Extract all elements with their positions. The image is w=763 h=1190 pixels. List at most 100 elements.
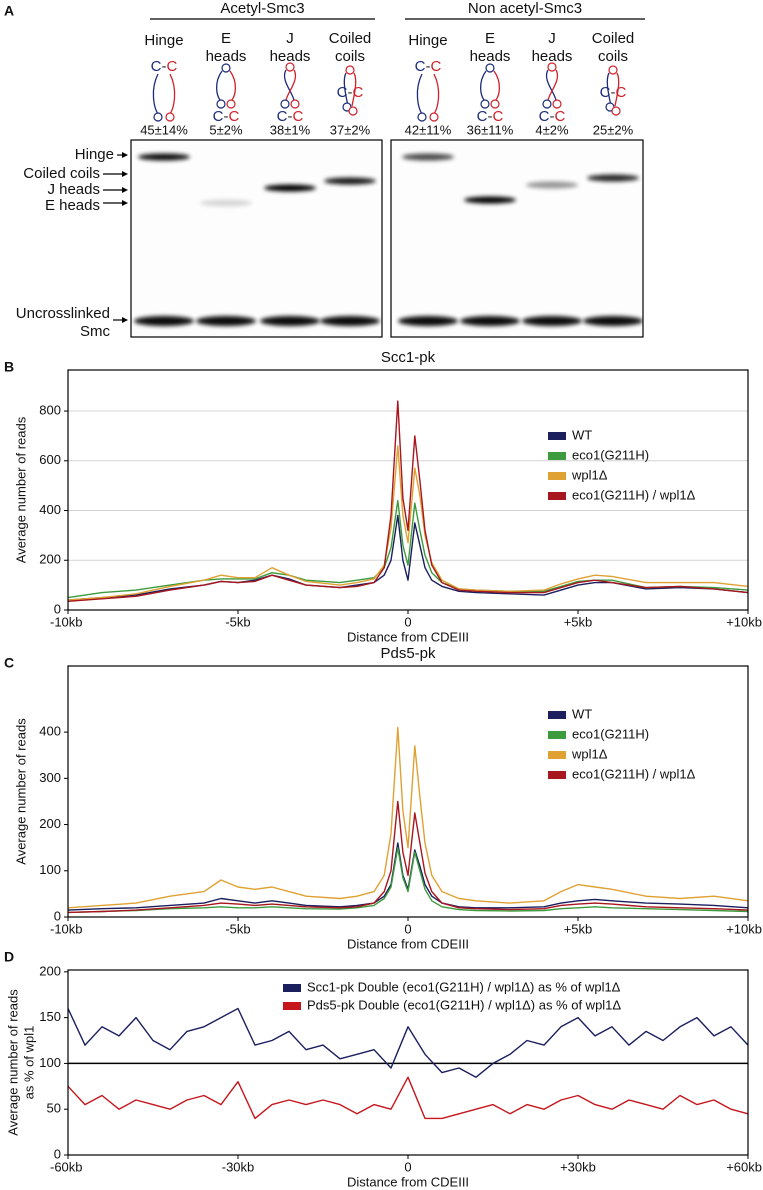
cartoon: C-C	[151, 58, 178, 122]
cartoon-head	[611, 106, 621, 116]
cartoon-head	[345, 65, 355, 75]
gel-band	[583, 316, 643, 326]
cartoon-arm	[169, 73, 176, 115]
lane-percent: 37±2%	[330, 122, 371, 137]
cartoon-letter: C	[229, 108, 240, 125]
panel-letter: B	[4, 359, 14, 375]
x-tick-label: +30kb	[560, 1159, 596, 1174]
band-arrowhead	[122, 171, 128, 177]
x-tick-label: -10kb	[50, 921, 83, 936]
lane-label: heads	[206, 48, 247, 65]
y-tick-label: 300	[39, 770, 61, 785]
series-line	[67, 445, 749, 601]
x-tick-label: +60kb	[726, 1159, 762, 1174]
x-tick-label: 0	[404, 614, 411, 629]
lane-label: heads	[532, 48, 573, 65]
x-tick-label: -10kb	[50, 614, 83, 629]
legend-label: WT	[572, 706, 592, 721]
cartoon-head	[221, 63, 231, 73]
gel-band	[464, 196, 516, 204]
cartoon-head	[552, 99, 562, 109]
cartoon-arm	[152, 73, 159, 115]
legend-swatch	[548, 731, 566, 739]
cartoon-letter: -	[162, 58, 167, 75]
cartoon-head	[485, 63, 495, 73]
cartoon-head	[490, 99, 500, 109]
cartoon: C-C	[539, 62, 566, 125]
x-tick-label: +10kb	[726, 921, 762, 936]
x-tick-label: -60kb	[50, 1159, 83, 1174]
lane-label: J	[548, 30, 556, 47]
cartoon-letter: C	[539, 108, 550, 125]
x-tick-label: +5kb	[564, 921, 593, 936]
legend-swatch	[548, 711, 566, 719]
band-label: J heads	[47, 181, 100, 198]
x-tick-label: 0	[404, 1159, 411, 1174]
y-tick-label: 50	[47, 1101, 61, 1116]
x-axis-title: Distance from CDEIII	[347, 629, 469, 644]
band-label: Hinge	[75, 146, 114, 163]
gel-band	[526, 181, 578, 189]
cartoon-arm	[479, 70, 487, 102]
cartoon: C-C	[337, 65, 364, 116]
cartoon-head	[480, 99, 490, 109]
x-axis-title: Distance from CDEIII	[347, 1174, 469, 1189]
cartoon-arm	[614, 72, 620, 107]
y-tick-label: 200	[39, 552, 61, 567]
gel-band	[460, 316, 520, 326]
gel-band	[398, 316, 458, 326]
cartoon-label: C-C	[151, 58, 178, 75]
lane-percent: 45±14%	[140, 122, 188, 137]
chart-title: Scc1-pk	[381, 349, 436, 366]
legend-label: eco1(G211H) / wpl1Δ	[572, 487, 696, 502]
cartoon-arm	[351, 72, 357, 107]
band-arrowhead	[122, 187, 128, 193]
series-line	[67, 847, 749, 914]
cartoon-label: C-C	[213, 108, 240, 125]
cartoon-letter: -	[348, 84, 353, 101]
cartoon: C-C	[277, 62, 304, 125]
cartoon-letter: C	[493, 108, 504, 125]
legend-swatch	[548, 492, 566, 500]
y-axis-title: Average number of reads	[5, 989, 20, 1136]
group-label: Non acetyl-Smc3	[468, 0, 582, 17]
legend-label: Pds5-pk Double (eco1(G211H) / wpl1Δ) as …	[307, 997, 621, 1012]
gel-band	[200, 199, 252, 207]
y-tick-label: 600	[39, 452, 61, 467]
band-label: Coiled coils	[23, 165, 100, 182]
y-tick-label: 800	[39, 402, 61, 417]
cartoon-letter: C	[616, 84, 627, 101]
y-tick-label: 200	[39, 963, 61, 978]
lane-label: coils	[335, 48, 365, 65]
cartoon-arm	[283, 69, 295, 102]
legend-label: eco1(G211H) / wpl1Δ	[572, 766, 696, 781]
band-label: Uncrosslinked	[16, 305, 110, 322]
cartoon-head	[153, 112, 163, 122]
cartoon-head	[547, 62, 557, 72]
gel-band	[134, 316, 194, 326]
cartoon: C-C	[415, 58, 442, 122]
cartoon-letter: C	[431, 58, 442, 75]
plot-frame	[67, 665, 749, 918]
lane-label: Coiled	[592, 30, 635, 47]
cartoon-letter: C	[337, 84, 348, 101]
gel-band	[264, 184, 316, 192]
cartoon-head	[542, 99, 552, 109]
band-arrowhead	[122, 317, 128, 323]
legend-swatch	[548, 432, 566, 440]
cartoon: C-C	[213, 63, 240, 125]
cartoon-arm	[285, 69, 297, 102]
legend-swatch	[548, 472, 566, 480]
cartoon-label: C-C	[337, 84, 364, 101]
y-tick-label: 200	[39, 816, 61, 831]
lane-label: heads	[270, 48, 311, 65]
panel-letter: C	[4, 655, 14, 671]
cartoon-letter: C	[293, 108, 304, 125]
cartoon-letter: -	[611, 84, 616, 101]
lane-label: E	[221, 30, 231, 47]
lane-label: E	[485, 30, 495, 47]
cartoon-arm	[545, 69, 557, 102]
group-label: Acetyl-Smc3	[220, 0, 304, 17]
